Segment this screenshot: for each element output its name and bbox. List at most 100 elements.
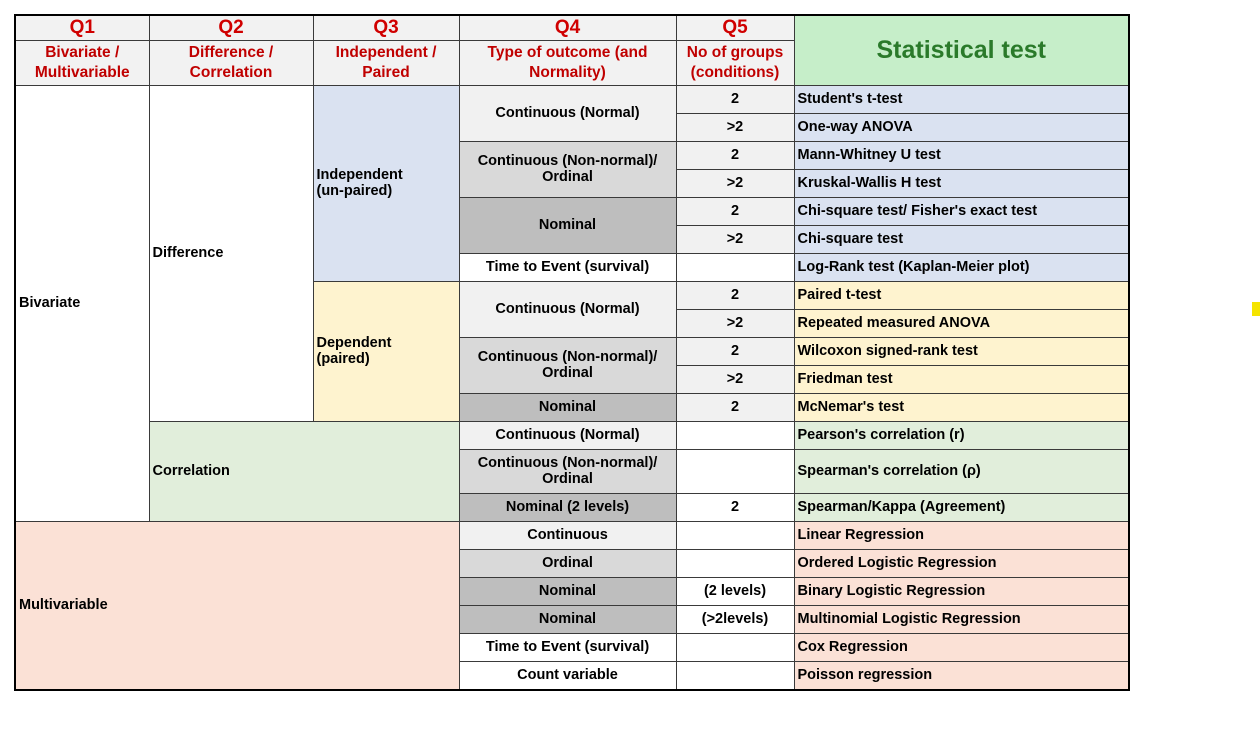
header-q2: Q2 [148, 14, 314, 41]
test-cell: Ordered Logistic Regression [793, 549, 1130, 578]
test-cell: Paired t-test [793, 281, 1130, 310]
q3-independent: Independent (un-paired) [312, 85, 460, 282]
test-cell: Binary Logistic Regression [793, 577, 1130, 606]
test-cell: Chi-square test/ Fisher's exact test [793, 197, 1130, 226]
groups-cell-empty [675, 549, 795, 578]
groups-cell-empty [675, 661, 795, 691]
test-cell: Spearman's correlation (ρ) [793, 449, 1130, 494]
table-row: Continuous (Non-normal)/Ordinal 2 Wilcox… [15, 337, 1130, 394]
groups-cell: 2 [675, 281, 795, 310]
table-row: Continuous (Non-normal)/Ordinal 2 Mann-W… [15, 141, 1130, 198]
table-row: Nominal (2 levels) Binary Logistic Regre… [15, 577, 1130, 606]
groups-cell: >2 [675, 309, 795, 338]
outcome-cell: Nominal (2 levels) [458, 493, 677, 522]
test-cell: Repeated measured ANOVA [793, 309, 1130, 338]
header-subtitle-row: Bivariate / Multivariable Difference / Cor… [14, 40, 1129, 86]
outcome-cell: Continuous (Normal) [458, 85, 677, 142]
q5-subtitle-line1: No of groups [686, 43, 784, 61]
header-statistical-test: Statistical test [793, 14, 1130, 86]
q3-dependent: Dependent (paired) [312, 281, 460, 422]
table-row: >2 Chi-square test [15, 225, 1130, 254]
groups-cell: (2 levels) [675, 577, 795, 606]
groups-cell-empty [675, 521, 795, 550]
header-q1: Q1 [14, 14, 150, 41]
groups-cell-empty [675, 449, 795, 494]
test-cell: Cox Regression [793, 633, 1130, 662]
q1-multivariable: Multivariable [14, 521, 460, 691]
test-cell: Friedman test [793, 365, 1130, 394]
header-question-row: Q1 Q2 Q3 Q4 Q5 Statistical test [14, 14, 1130, 86]
groups-cell: >2 [675, 365, 795, 394]
groups-cell-empty [675, 633, 795, 662]
test-cell: Mann-Whitney U test [793, 141, 1130, 170]
table-row: Dependent (paired) Continuous (Normal) 2 … [15, 281, 1130, 422]
table-row: Bivariate Difference Independent (un-pair… [14, 85, 1130, 522]
table-row: Continuous (Non-normal)/Ordinal Spearman… [15, 449, 1130, 494]
header-q3-subtitle: Independent / Paired [312, 40, 460, 86]
outcome-cell: Nominal [458, 577, 677, 606]
test-cell: McNemar's test [793, 393, 1130, 422]
table-row: Nominal (2 levels) 2 Spearman/Kappa (Agr… [15, 493, 1130, 522]
outcome-cell: Continuous (Non-normal)/Ordinal [458, 141, 677, 198]
test-cell: Poisson regression [793, 661, 1130, 691]
groups-cell: 2 [675, 493, 795, 522]
q2-difference: Difference [148, 85, 314, 422]
outcome-line2: Ordinal [542, 168, 593, 185]
outcome-cell: Continuous (Non-normal)/Ordinal [458, 449, 677, 494]
independent-line1: Independent [316, 166, 403, 183]
header-q1-subtitle: Bivariate / Multivariable [14, 40, 150, 86]
q2-subtitle-line1: Difference / [188, 43, 274, 61]
statistical-test-table: Q1 Q2 Q3 Q4 Q5 Statistical test Bivariat… [14, 14, 1130, 691]
header-q5: Q5 [675, 14, 795, 41]
test-cell: Multinomial Logistic Regression [793, 605, 1130, 634]
header-q4: Q4 [458, 14, 677, 41]
header-q4-subtitle: Type of outcome (and Normality) [458, 40, 677, 86]
groups-cell: >2 [675, 169, 795, 198]
table-row: >2 Kruskal-Wallis H test [15, 169, 1130, 198]
groups-cell: 2 [675, 393, 795, 422]
outcome-cell: Continuous (Normal) [458, 281, 677, 338]
outcome-cell: Continuous (Normal) [458, 421, 677, 450]
outcome-line1: Continuous (Non-normal)/ [477, 348, 658, 365]
outcome-line2: Ordinal [542, 470, 593, 487]
table-row: Correlation Continuous (Normal) Pearson'… [15, 421, 1130, 522]
outcome-cell: Nominal [458, 197, 677, 254]
outcome-line2: Ordinal [542, 364, 593, 381]
q3-subtitle-line2: Paired [362, 64, 410, 81]
outcome-cell: Count variable [458, 661, 677, 691]
table-row: Nominal (>2levels) Multinomial Logistic … [15, 605, 1130, 634]
table-row: >2 Friedman test [15, 365, 1130, 394]
outcome-cell: Time to Event (survival) [458, 633, 677, 662]
q1-subtitle-line1: Bivariate / [45, 43, 120, 61]
test-cell: Linear Regression [793, 521, 1130, 550]
q1-subtitle-line2: Multivariable [34, 64, 130, 81]
q5-subtitle-line2: (conditions) [690, 64, 780, 81]
groups-cell: 2 [675, 85, 795, 114]
groups-cell: >2 [675, 225, 795, 254]
test-cell: Wilcoxon signed-rank test [793, 337, 1130, 366]
table-row: >2 Repeated measured ANOVA [15, 309, 1130, 338]
q1-bivariate: Bivariate [14, 85, 150, 522]
yellow-marker [1252, 302, 1260, 316]
outcome-line1: Continuous (Non-normal)/ [477, 152, 658, 169]
groups-cell-empty [675, 421, 795, 450]
table-row: Nominal 2 McNemar's test [15, 393, 1130, 422]
test-cell: Kruskal-Wallis H test [793, 169, 1130, 198]
groups-cell: (>2levels) [675, 605, 795, 634]
independent-line2: (un-paired) [316, 182, 393, 199]
groups-cell-empty [675, 253, 795, 282]
table-row: Multivariable Continuous Linear Regressi… [14, 521, 1130, 691]
q2-subtitle-line2: Correlation [189, 64, 273, 81]
table-row: Count variable Poisson regression [15, 661, 1130, 691]
groups-cell: 2 [675, 141, 795, 170]
outcome-cell: Continuous [458, 521, 677, 550]
dependent-line1: Dependent [316, 334, 392, 351]
header-q5-subtitle: No of groups (conditions) [675, 40, 795, 86]
outcome-cell: Nominal [458, 605, 677, 634]
outcome-line1: Continuous (Non-normal)/ [477, 454, 658, 471]
test-cell: One-way ANOVA [793, 113, 1130, 142]
table-row: Nominal 2 Chi-square test/ Fisher's exac… [15, 197, 1130, 254]
groups-cell: 2 [675, 197, 795, 226]
table-row: Time to Event (survival) Log-Rank test (… [15, 253, 1130, 282]
dependent-line2: (paired) [316, 350, 370, 367]
